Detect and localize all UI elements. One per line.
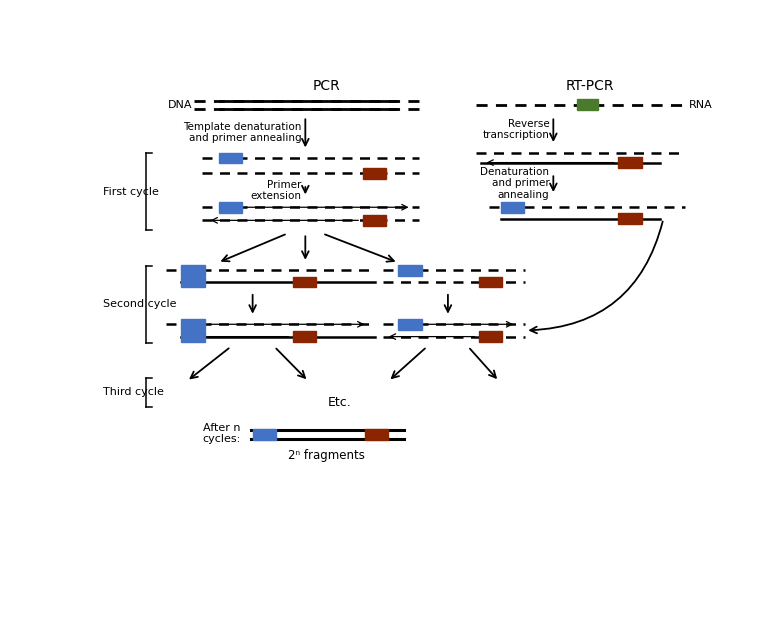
Bar [398,319,422,329]
Text: RNA: RNA [689,100,713,110]
Bar [365,429,388,440]
Text: Reverse
transcription: Reverse transcription [483,118,550,140]
Bar [181,331,205,342]
Bar [479,276,502,288]
Text: After n
cycles:: After n cycles: [202,423,241,444]
Text: First cycle: First cycle [103,187,159,197]
Text: PCR: PCR [312,78,340,93]
Bar [619,213,642,224]
Bar [479,331,502,342]
Bar [219,202,242,213]
Bar [219,152,242,164]
Text: Third cycle: Third cycle [103,387,164,397]
Bar [362,168,386,179]
Text: Denaturation
and primer
annealing: Denaturation and primer annealing [480,167,550,200]
Bar [398,265,422,276]
Text: DNA: DNA [168,100,192,110]
Bar [362,215,386,226]
Bar [181,265,205,276]
Bar [181,319,205,329]
Text: RT-PCR: RT-PCR [565,78,614,93]
Bar [576,99,598,110]
Text: Etc.: Etc. [327,396,351,409]
Bar [293,276,316,288]
Bar [501,202,524,213]
Bar [619,157,642,168]
Text: Primer
extension: Primer extension [251,180,301,201]
Text: 2ⁿ fragments: 2ⁿ fragments [288,449,365,462]
Text: Second cycle: Second cycle [103,299,177,309]
Bar [181,276,205,288]
Bar [293,331,316,342]
Text: Template denaturation
and primer annealing: Template denaturation and primer anneali… [183,122,301,143]
Bar [252,429,276,440]
